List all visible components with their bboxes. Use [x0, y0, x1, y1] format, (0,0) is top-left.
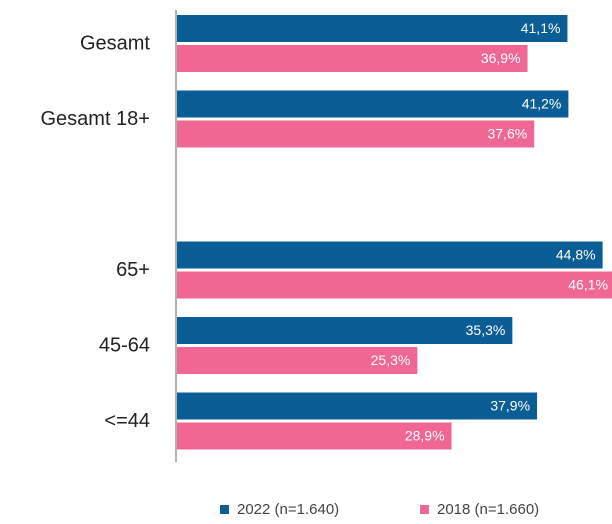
value-label: 41,2%: [522, 96, 562, 112]
legend-label: 2022 (n=1.640): [237, 501, 339, 518]
bar: [177, 392, 538, 420]
value-label: 37,9%: [490, 398, 530, 414]
legend-swatch: [220, 505, 229, 514]
category-label: 65+: [116, 259, 150, 281]
bar: [177, 422, 452, 450]
bar: [177, 15, 568, 42]
bar: [177, 271, 612, 299]
value-label: 25,3%: [371, 352, 411, 368]
legend-label: 2018 (n=1.660): [437, 501, 539, 518]
bar: [177, 347, 418, 374]
category-label: <=44: [104, 410, 150, 432]
value-label: 36,9%: [481, 50, 521, 66]
bar: [177, 120, 535, 148]
legend-swatch: [420, 505, 429, 514]
bar: [177, 241, 603, 269]
value-label: 44,8%: [556, 247, 596, 263]
value-label: 37,6%: [487, 126, 527, 142]
bar: [177, 45, 528, 72]
category-label: 45-64: [99, 334, 150, 356]
value-label: 28,9%: [405, 428, 445, 444]
category-label: Gesamt: [80, 32, 150, 54]
value-label: 35,3%: [466, 322, 506, 338]
bar: [177, 317, 513, 344]
value-label: 46,1%: [568, 277, 608, 293]
category-label: Gesamt 18+: [40, 108, 150, 130]
value-label: 41,1%: [521, 20, 561, 36]
bar: [177, 90, 569, 118]
